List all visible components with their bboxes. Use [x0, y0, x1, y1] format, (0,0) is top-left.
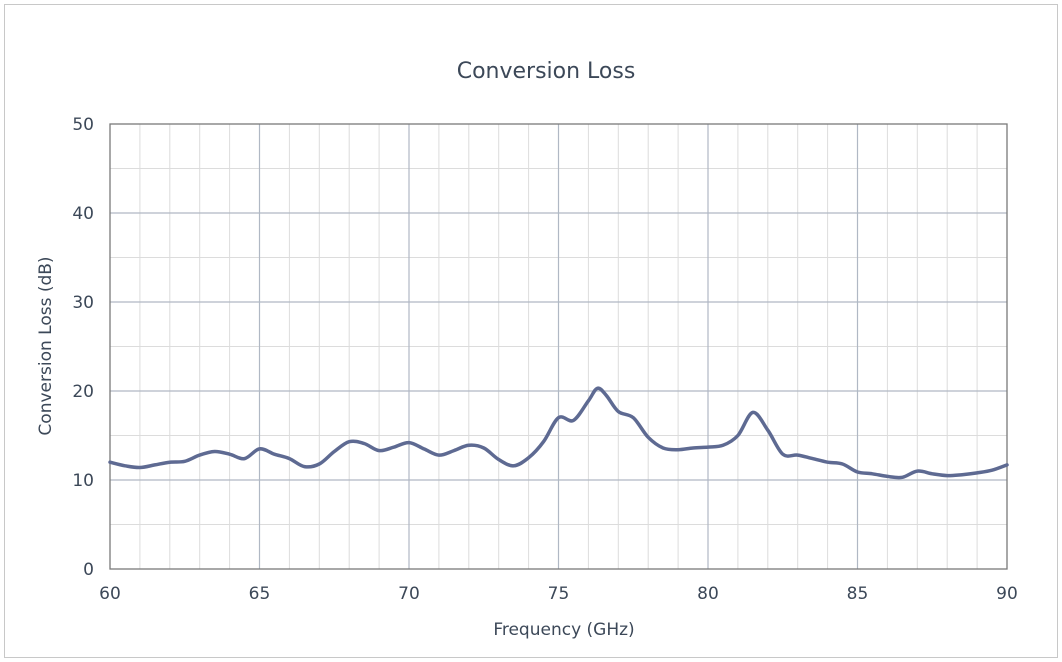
grid [110, 124, 1007, 569]
y-tick-label: 10 [72, 471, 94, 491]
plot-area [109, 123, 1008, 570]
y-tick-label: 40 [72, 204, 94, 224]
y-tick-label: 20 [72, 382, 94, 402]
x-tick-label: 60 [99, 584, 121, 604]
x-tick-label: 70 [398, 584, 420, 604]
y-tick-label: 50 [72, 115, 94, 135]
x-tick-label: 75 [548, 584, 570, 604]
x-tick-label: 65 [249, 584, 271, 604]
y-axis-label: Conversion Loss (dB) [36, 256, 56, 435]
x-axis-ticks: 60 65 70 75 80 85 90 [99, 584, 1018, 604]
x-tick-label: 90 [996, 584, 1018, 604]
y-tick-label: 0 [83, 560, 94, 580]
chart-title: Conversion Loss [457, 59, 636, 84]
y-axis-ticks: 0 10 20 30 40 50 [72, 115, 94, 580]
y-tick-label: 30 [72, 293, 94, 313]
x-tick-label: 85 [847, 584, 869, 604]
x-tick-label: 80 [697, 584, 719, 604]
chart-frame [4, 4, 1058, 658]
x-axis-label: Frequency (GHz) [493, 620, 634, 640]
series-line [108, 386, 1009, 480]
